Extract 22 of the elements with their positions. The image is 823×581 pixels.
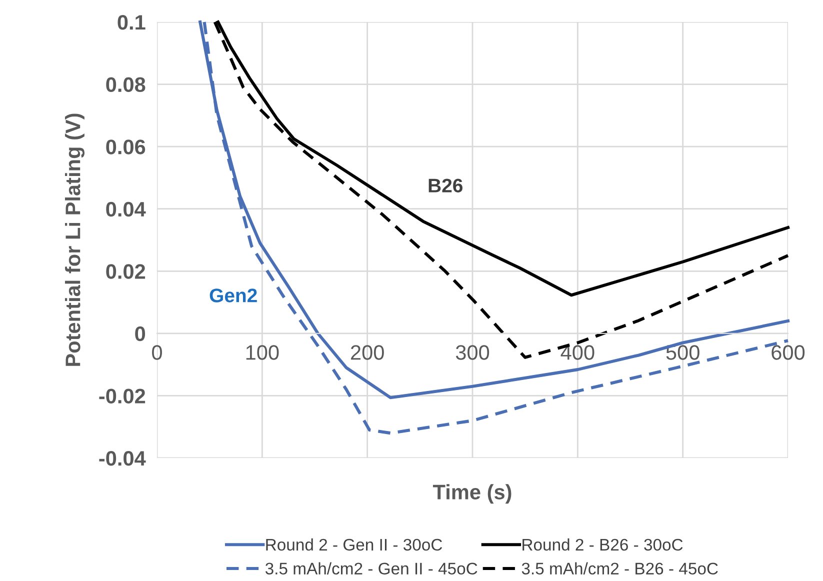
- legend-label: 3.5 mAh/cm2 - B26 - 45oC: [522, 562, 718, 575]
- x-axis-title: Time (s): [432, 484, 512, 504]
- legend-label: Round 2 - B26 - 30oC: [522, 538, 683, 551]
- y-tick-label: 0.1: [118, 15, 146, 30]
- x-tick-label: 600: [772, 345, 805, 360]
- y-tick-label: 0.02: [106, 264, 146, 279]
- x-tick-label: 300: [456, 345, 490, 360]
- legend-label: 3.5 mAh/cm2 - Gen II - 45oC: [265, 562, 478, 575]
- annotation: B26: [428, 178, 462, 192]
- y-tick-label: 0: [135, 326, 146, 342]
- annotation: Gen2: [210, 288, 257, 302]
- y-tick-label: 0.08: [106, 77, 146, 92]
- y-tick-label: 0.06: [106, 140, 146, 154]
- legend-label: Round 2 - Gen II - 30oC: [266, 538, 442, 551]
- y-tick-label: -0.04: [99, 451, 146, 466]
- y-tick-label: -0.02: [99, 388, 146, 404]
- x-tick-label: 400: [560, 345, 594, 360]
- x-tick-label: 100: [246, 345, 279, 360]
- x-tick-label: 0: [152, 345, 162, 360]
- y-axis-title: Potential for Li Plating (V): [65, 114, 85, 366]
- x-tick-label: 200: [351, 345, 384, 360]
- y-tick-label: 0.04: [106, 202, 146, 217]
